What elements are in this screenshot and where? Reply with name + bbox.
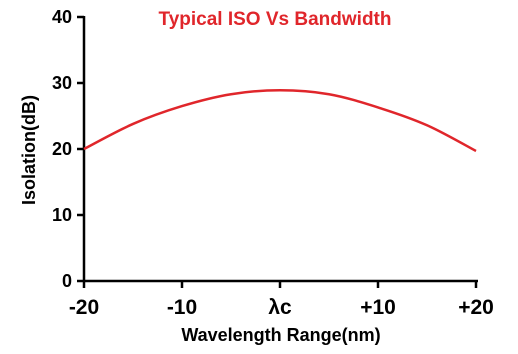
- y-ticks: 0 10 20 30 40: [52, 7, 84, 291]
- x-tick-label: λc: [268, 296, 292, 319]
- x-tick-label: -20: [69, 296, 99, 319]
- x-axis-label: Wavelength Range(nm): [181, 325, 380, 345]
- series-line: [83, 89, 477, 153]
- y-tick-label: 40: [52, 7, 72, 27]
- x-tick-label: +20: [458, 296, 494, 319]
- chart-title: Typical ISO Vs Bandwidth: [159, 9, 392, 30]
- y-tick-label: 10: [52, 205, 72, 225]
- x-ticks: -20 -10 λc +10 +20: [69, 281, 494, 319]
- y-tick-label: 20: [52, 139, 72, 159]
- axes: [82, 16, 478, 283]
- y-tick-label: 0: [62, 271, 72, 291]
- y-axis-label: Isolation(dB): [19, 95, 39, 205]
- y-tick-label: 30: [52, 73, 72, 93]
- x-tick-label: +10: [360, 296, 396, 319]
- x-tick-label: -10: [167, 296, 197, 319]
